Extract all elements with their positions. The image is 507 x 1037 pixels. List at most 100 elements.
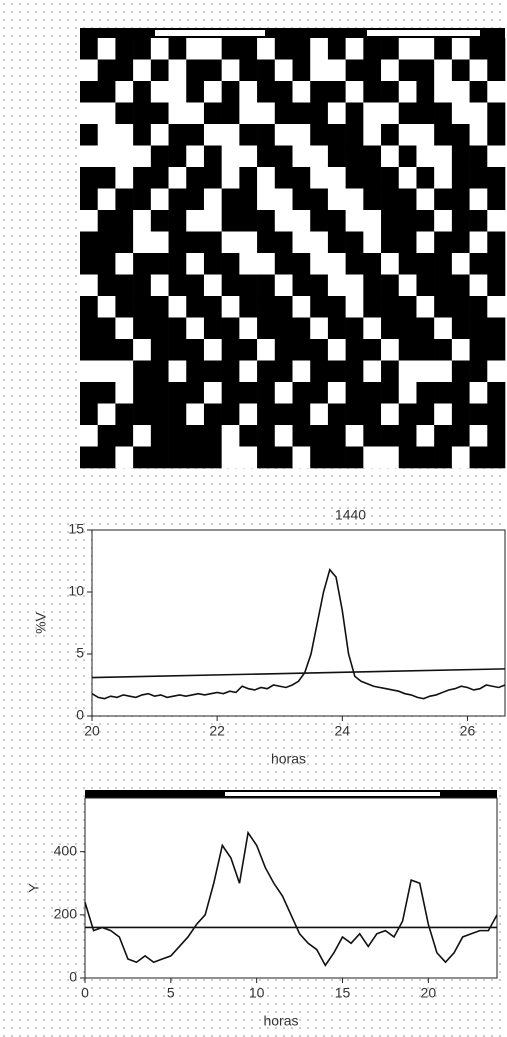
activity-cell <box>434 188 453 211</box>
series-line <box>91 568 506 700</box>
activity-cell <box>97 124 116 146</box>
x-tick-label: 0 <box>81 985 89 1001</box>
activity-cell <box>257 317 276 340</box>
activity-cell <box>80 231 99 254</box>
activity-cell <box>168 339 187 361</box>
plot-frame <box>91 529 506 717</box>
activity-cell <box>292 231 311 254</box>
activity-cell <box>327 210 346 232</box>
activity-cell <box>310 38 329 60</box>
activity-cell <box>398 360 417 383</box>
activity-cell <box>381 274 400 297</box>
activity-cell <box>239 317 258 340</box>
activity-cell <box>292 446 311 469</box>
activity-cell <box>327 382 346 404</box>
activity-cell <box>80 59 99 82</box>
activity-cell <box>150 339 169 361</box>
activity-cell <box>292 210 311 232</box>
x-tick-label: 5 <box>167 985 175 1001</box>
activity-cell <box>257 210 276 232</box>
activity-cell <box>327 425 346 447</box>
activity-cell <box>221 425 240 447</box>
activity-cell <box>310 102 329 125</box>
y-tick-label: 0 <box>69 969 77 985</box>
activity-cell <box>416 253 435 275</box>
activity-cell <box>274 81 293 103</box>
activity-cell <box>239 59 258 82</box>
activity-cell <box>80 317 99 340</box>
activity-cell <box>150 102 169 125</box>
activity-cell <box>97 339 116 361</box>
activity-cell <box>80 188 99 211</box>
activity-cell <box>345 317 364 340</box>
activity-cell <box>133 360 152 383</box>
activity-cell <box>186 360 205 383</box>
activity-cell <box>133 253 152 275</box>
activity-cell <box>221 296 240 318</box>
activity-cell <box>257 253 276 275</box>
activity-cell <box>434 403 453 426</box>
activity-cell <box>203 382 222 404</box>
activity-cell <box>221 446 240 469</box>
activity-cell <box>115 425 134 447</box>
activity-cell <box>487 339 506 361</box>
activity-cell <box>203 231 222 254</box>
activity-cell <box>257 446 276 469</box>
activity-cell <box>133 403 152 426</box>
activity-cell <box>203 317 222 340</box>
activity-cell <box>469 296 488 318</box>
activity-cell <box>115 102 134 125</box>
activity-cell <box>416 210 435 232</box>
activity-cell <box>345 382 364 404</box>
activity-cell <box>115 274 134 297</box>
activity-cell <box>292 124 311 146</box>
activity-cell <box>487 167 506 189</box>
activity-cell <box>451 145 470 168</box>
activity-cell <box>363 210 382 232</box>
activity-cell <box>221 38 240 60</box>
activity-cell <box>186 425 205 447</box>
activity-cell <box>203 210 222 232</box>
activity-cell <box>451 446 470 469</box>
activity-cell <box>487 360 506 383</box>
activity-cell <box>487 403 506 426</box>
light-phase <box>225 792 440 796</box>
activity-cell <box>203 81 222 103</box>
activity-cell <box>469 38 488 60</box>
activity-cell <box>487 124 506 146</box>
activity-cell <box>469 81 488 103</box>
activity-cell <box>363 81 382 103</box>
activity-cell <box>274 102 293 125</box>
activity-cell <box>186 446 205 469</box>
activity-cell <box>150 231 169 254</box>
activity-cell <box>115 339 134 361</box>
activity-cell <box>133 102 152 125</box>
activity-cell <box>239 253 258 275</box>
activity-cell <box>186 382 205 404</box>
activity-cell <box>381 425 400 447</box>
activity-cell <box>150 317 169 340</box>
activity-cell <box>451 382 470 404</box>
activity-cell <box>487 210 506 232</box>
activity-cell <box>469 167 488 189</box>
activity-cell <box>97 81 116 103</box>
activity-cell <box>274 167 293 189</box>
activity-cell <box>345 425 364 447</box>
activity-cell <box>80 81 99 103</box>
y-tick-label: 10 <box>68 583 84 599</box>
activity-cell <box>363 296 382 318</box>
activity-cell <box>487 274 506 297</box>
activity-cell <box>221 188 240 211</box>
activity-cell <box>133 274 152 297</box>
activity-cell <box>381 167 400 189</box>
activity-cell <box>80 253 99 275</box>
activity-cell <box>327 317 346 340</box>
activity-cell <box>487 253 506 275</box>
activity-cell <box>327 231 346 254</box>
activity-cell <box>327 59 346 82</box>
activity-cell <box>186 102 205 125</box>
activity-cell <box>345 446 364 469</box>
activity-cell <box>416 81 435 103</box>
activity-cell <box>115 210 134 232</box>
activity-cell <box>345 360 364 383</box>
